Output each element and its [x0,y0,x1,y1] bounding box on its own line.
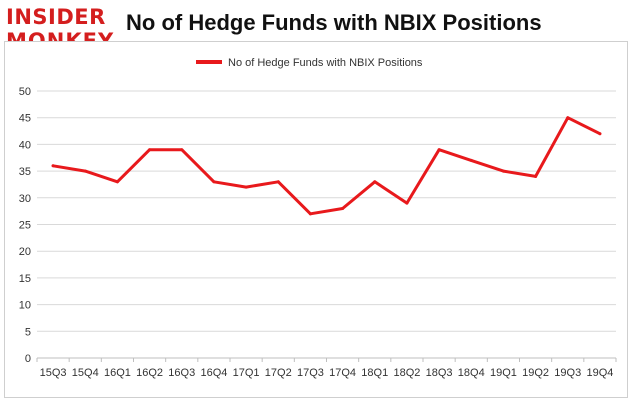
data-point [51,164,55,168]
x-tick-label: 16Q2 [136,367,163,379]
data-point [598,132,602,136]
x-tick-label: 15Q3 [40,367,67,379]
x-tick-label: 17Q4 [329,367,356,379]
data-point [276,180,280,184]
x-tick-label: 16Q1 [104,367,131,379]
y-tick-label: 25 [19,220,31,232]
x-tick-label: 19Q2 [522,367,549,379]
y-tick-label: 0 [25,353,31,365]
legend: No of Hedge Funds with NBIX Positions [196,57,423,69]
data-point [373,180,377,184]
data-point [212,180,216,184]
x-tick-label: 17Q2 [265,367,292,379]
x-tick-label: 18Q2 [393,367,420,379]
y-tick-label: 50 [19,86,31,98]
y-tick-label: 10 [19,300,31,312]
data-point [469,158,473,162]
data-point [437,148,441,152]
x-axis-ticks: 15Q3 15Q4 16Q1 16Q2 16Q3 16Q4 17Q1 17Q2 17Q3 17Q4… [36,358,617,379]
data-point [534,174,538,178]
legend-label: No of Hedge Funds with NBIX Positions [228,57,423,69]
y-tick-label: 5 [25,326,31,338]
series-line [51,116,602,216]
chart-frame [4,41,628,398]
x-tick-label: 18Q3 [426,367,453,379]
data-point [566,116,570,120]
data-point [405,201,409,205]
data-point [180,148,184,152]
x-tick-label: 19Q1 [490,367,517,379]
data-point [83,169,87,173]
y-tick-label: 45 [19,113,31,125]
x-tick-label: 19Q3 [554,367,581,379]
chart-title: No of Hedge Funds with NBIX Positions [126,10,542,35]
data-point [341,206,345,210]
data-point [244,185,248,189]
y-tick-label: 15 [19,273,31,285]
x-tick-label: 18Q1 [361,367,388,379]
x-tick-label: 16Q4 [200,367,227,379]
y-axis-ticks: 0 5 10 15 20 25 30 35 40 45 50 [19,86,31,365]
y-tick-label: 20 [19,246,31,258]
y-tick-label: 35 [19,166,31,178]
y-tick-label: 30 [19,193,31,205]
y-tick-label: 40 [19,139,31,151]
logo-text-insider: INSIDER [6,5,106,29]
data-point [308,212,312,216]
series-layer [51,116,602,216]
x-tick-label: 17Q3 [297,367,324,379]
data-point [115,180,119,184]
x-tick-label: 19Q4 [586,367,613,379]
data-point [501,169,505,173]
x-tick-label: 16Q3 [168,367,195,379]
x-tick-label: 18Q4 [458,367,485,379]
x-tick-label: 15Q4 [72,367,99,379]
x-tick-label: 17Q1 [233,367,260,379]
gridlines [37,90,616,332]
data-point [148,148,152,152]
